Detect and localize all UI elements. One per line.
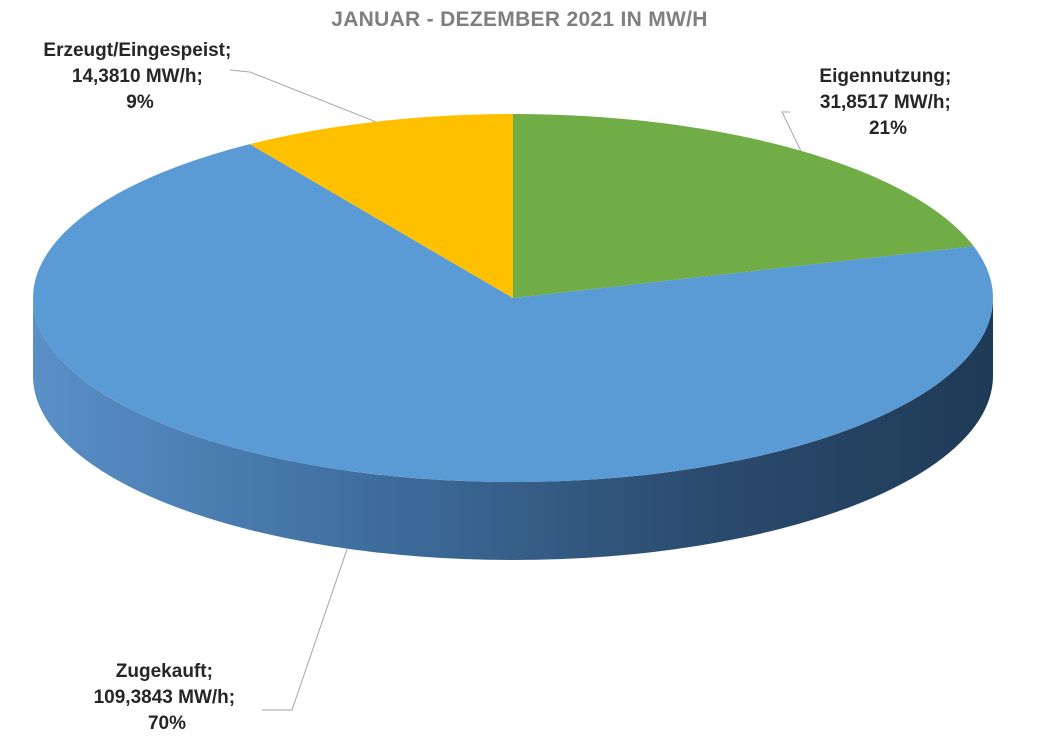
slice-eigennutzung: [513, 114, 974, 298]
leader-eigennutzung: [781, 111, 802, 151]
data-label-zugekauft: Zugekauft; 109,3843 MW/h; 70%: [94, 661, 241, 734]
pie-side-band: [33, 298, 993, 560]
pie-top: [33, 114, 994, 482]
data-label-eigennutzung: Eigennutzung; 31,8517 MW/h; 21%: [819, 66, 956, 139]
slice-erzeugt-eingespeist: [249, 114, 513, 298]
leader-zugekauft: [262, 548, 348, 711]
slice-zugekauft: [33, 144, 994, 482]
data-labels: Eigennutzung; 31,8517 MW/h; 21% Zugekauf…: [43, 40, 956, 734]
data-label-erzeugt-eingespeist: Erzeugt/Eingespeist; 14,3810 MW/h; 9%: [43, 40, 236, 113]
leader-lines: [229, 69, 802, 711]
leader-erzeugt-eingespeist: [229, 69, 376, 123]
pie-side: [33, 298, 993, 560]
chart-title: JANUAR - DEZEMBER 2021 IN MW/H: [331, 8, 708, 31]
